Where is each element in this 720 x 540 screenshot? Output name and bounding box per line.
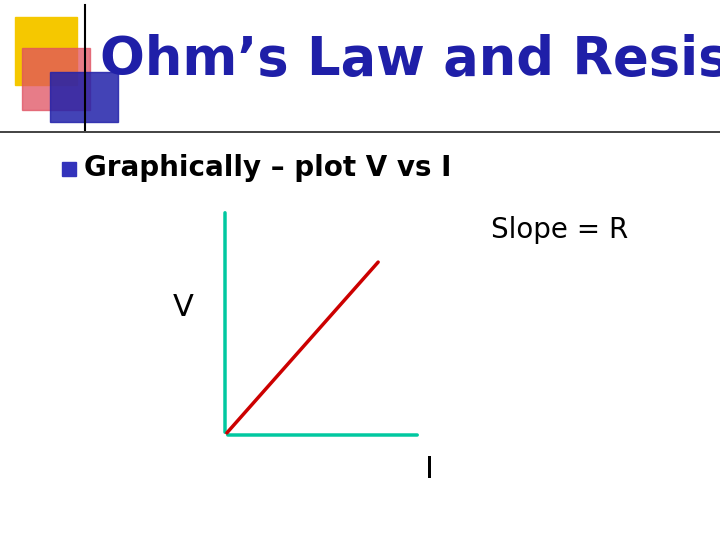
Text: Slope = R: Slope = R — [491, 216, 629, 244]
Bar — [15, 17, 77, 85]
Text: I: I — [426, 456, 434, 484]
Text: Graphically – plot V vs I: Graphically – plot V vs I — [84, 154, 451, 182]
Text: V: V — [173, 293, 194, 322]
Text: Ohm’s Law and Resistance: Ohm’s Law and Resistance — [100, 34, 720, 86]
Bar — [22, 48, 90, 110]
Bar — [50, 72, 118, 122]
Bar — [62, 162, 76, 176]
